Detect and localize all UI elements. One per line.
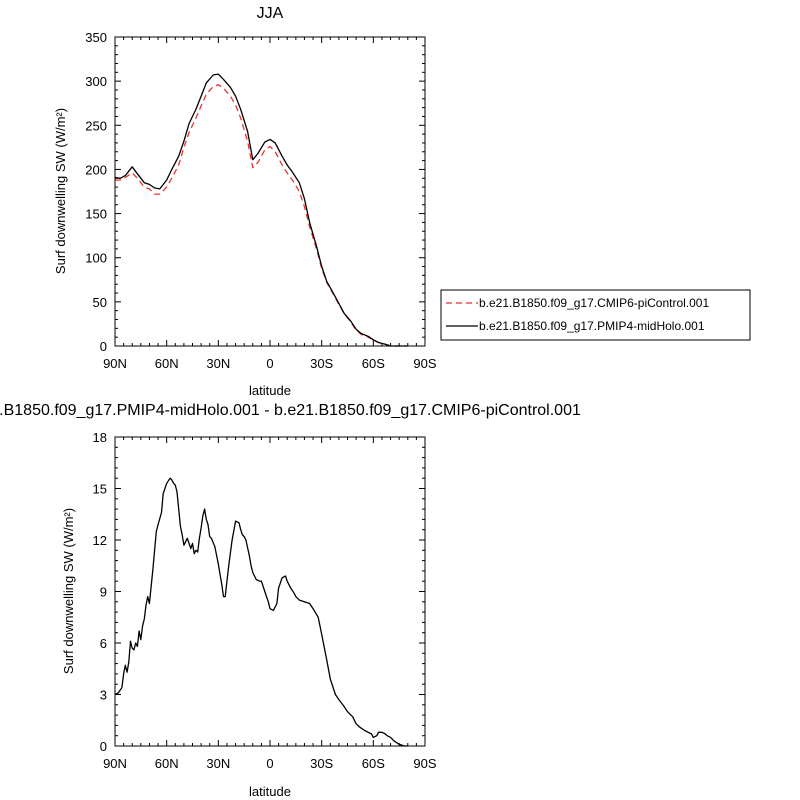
top-chart-title: JJA (257, 5, 284, 22)
top-ytick-label: 300 (85, 74, 107, 89)
bottom-series-line-0 (114, 477, 408, 747)
top-chart-xlabel: latitude (249, 383, 291, 398)
top-xtick-label: 30S (310, 356, 333, 371)
bottom-ytick-label: 6 (100, 636, 107, 651)
legend-label-midholo: b.e21.B1850.f09_g17.PMIP4-midHolo.001 (479, 319, 705, 333)
legend: b.e21.B1850.f09_g17.CMIP6-piControl.001 … (440, 289, 751, 341)
bottom-chart-xlabel: latitude (249, 784, 291, 799)
bottom-chart-ylabel: Surf downwelling SW (W/m²) (61, 508, 76, 674)
top-xtick-label: 90N (103, 356, 127, 371)
bottom-plot-frame (114, 436, 426, 747)
bottom-xtick-label: 30N (206, 756, 230, 771)
bottom-ytick-label: 9 (100, 585, 107, 600)
bottom-xtick-label: 60S (362, 756, 385, 771)
legend-label-picontrol: b.e21.B1850.f09_g17.CMIP6-piControl.001 (479, 296, 709, 310)
top-chart-panel: JJA latitude Surf downwelling SW (W/m²) … (53, 5, 437, 398)
top-ytick-label: 250 (85, 118, 107, 133)
bottom-xtick-label: 90S (413, 756, 436, 771)
top-ytick-label: 350 (85, 30, 107, 45)
bottom-xtick-label: 30S (310, 756, 333, 771)
top-series-line-0 (115, 84, 408, 347)
top-ytick-label: 50 (93, 295, 107, 310)
bottom-ytick-label: 15 (93, 482, 107, 497)
bottom-xtick-label: 0 (266, 756, 273, 771)
bottom-chart-panel: b.e21.B1850.f09_g17.PMIP4-midHolo.001 - … (0, 402, 581, 799)
top-xtick-label: 90S (413, 356, 436, 371)
bottom-ytick-label: 18 (93, 430, 107, 445)
bottom-ytick-label: 12 (93, 533, 107, 548)
bottom-ytick-label: 0 (100, 739, 107, 754)
top-series-line-1 (114, 73, 408, 347)
bottom-xtick-label: 60N (155, 756, 179, 771)
bottom-ytick-label: 3 (100, 688, 107, 703)
top-xtick-label: 60N (155, 356, 179, 371)
top-ytick-label: 100 (85, 251, 107, 266)
top-ytick-label: 150 (85, 207, 107, 222)
legend-box (440, 289, 751, 341)
top-xtick-label: 0 (266, 356, 273, 371)
top-chart-ylabel: Surf downwelling SW (W/m²) (53, 108, 68, 274)
top-ytick-label: 0 (100, 339, 107, 354)
top-xtick-label: 30N (206, 356, 230, 371)
top-xtick-label: 60S (362, 356, 385, 371)
top-plot-frame (114, 36, 426, 347)
bottom-xtick-label: 90N (103, 756, 127, 771)
bottom-chart-title: b.e21.B1850.f09_g17.PMIP4-midHolo.001 - … (0, 402, 581, 419)
top-ytick-label: 200 (85, 162, 107, 177)
